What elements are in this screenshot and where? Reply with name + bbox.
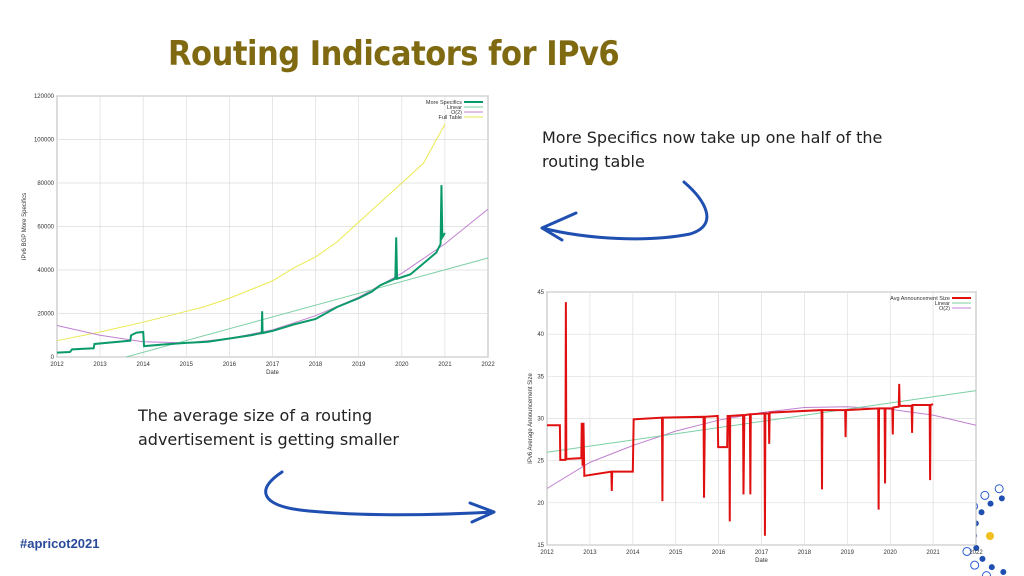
x-tick-label: 2014 bbox=[137, 362, 151, 368]
chart-2: 2012 2013 2014 2015 2016 2017 2018 2019 2020 2021… bbox=[528, 290, 983, 564]
x-axis-label: Date bbox=[755, 558, 768, 564]
legend-label: O(2) bbox=[451, 110, 462, 116]
x-tick-label: 2015 bbox=[180, 362, 194, 368]
y-tick-label: 15 bbox=[537, 543, 544, 549]
y-tick-label: 60000 bbox=[37, 225, 54, 231]
slide-title: Routing Indicators for IPv6 bbox=[168, 34, 620, 74]
series-line-o-2- bbox=[546, 406, 977, 489]
x-tick-label: 2018 bbox=[798, 550, 812, 556]
y-tick-label: 0 bbox=[51, 355, 55, 361]
y-tick-label: 30 bbox=[537, 417, 544, 423]
x-tick-label: 2014 bbox=[626, 550, 640, 556]
curved-arrow-icon bbox=[540, 180, 709, 242]
legend-label: Full Table bbox=[439, 115, 462, 121]
series-line-linear bbox=[546, 390, 977, 453]
y-tick-label: 40000 bbox=[37, 268, 54, 274]
note-line: routing table bbox=[542, 152, 645, 171]
series-line-full-table bbox=[56, 124, 446, 342]
hashtag: #apricot2021 bbox=[20, 536, 100, 551]
x-tick-label: 2013 bbox=[93, 362, 107, 368]
note-line: advertisement is getting smaller bbox=[138, 430, 399, 449]
series-line-more-specifics bbox=[56, 185, 446, 354]
x-tick-label: 2017 bbox=[266, 362, 280, 368]
legend-label: More Specifics bbox=[426, 100, 462, 106]
legend-label: O(2) bbox=[939, 306, 950, 312]
x-tick-label: 2022 bbox=[969, 550, 983, 556]
y-axis-label: IPv6 Average Announcement Size bbox=[528, 373, 534, 464]
series-line-avg-announcement-size bbox=[547, 302, 934, 536]
x-axis-label: Date bbox=[266, 370, 279, 376]
x-tick-label: 2020 bbox=[395, 362, 409, 368]
y-tick-label: 20000 bbox=[37, 312, 54, 318]
note-more-specifics: More Specifics now take up one half of t… bbox=[542, 126, 882, 174]
y-tick-label: 20 bbox=[537, 501, 544, 507]
series-line-o-2- bbox=[56, 208, 489, 344]
x-tick-label: 2019 bbox=[841, 550, 855, 556]
note-line: More Specifics now take up one half of t… bbox=[542, 128, 883, 147]
legend-label: Linear bbox=[447, 105, 462, 111]
y-tick-label: 45 bbox=[537, 290, 544, 296]
series-line-linear bbox=[125, 257, 489, 358]
x-tick-label: 2012 bbox=[50, 362, 64, 368]
x-tick-label: 2016 bbox=[223, 362, 237, 368]
x-tick-label: 2013 bbox=[583, 550, 597, 556]
legend-label: Linear bbox=[935, 301, 950, 307]
x-tick-label: 2020 bbox=[884, 550, 898, 556]
x-tick-label: 2015 bbox=[669, 550, 683, 556]
y-tick-label: 40 bbox=[537, 332, 544, 338]
note-line: The average size of a routing bbox=[138, 406, 373, 425]
x-tick-label: 2017 bbox=[755, 550, 769, 556]
note-avg-size: The average size of a routing advertisem… bbox=[138, 404, 399, 452]
y-tick-label: 100000 bbox=[34, 138, 55, 144]
x-tick-label: 2022 bbox=[481, 362, 495, 368]
y-tick-label: 25 bbox=[537, 459, 544, 465]
legend-label: Avg Announcement Size bbox=[890, 296, 950, 302]
chart-1: 2012 2013 2014 2015 2016 2017 2018 2019 2020 2021… bbox=[22, 94, 495, 376]
x-tick-label: 2021 bbox=[926, 550, 940, 556]
y-tick-label: 35 bbox=[537, 374, 544, 380]
x-tick-label: 2012 bbox=[540, 550, 554, 556]
y-axis-label: IPv6 BGP More Specifics bbox=[22, 193, 28, 260]
x-tick-label: 2021 bbox=[438, 362, 452, 368]
y-tick-label: 120000 bbox=[34, 94, 55, 100]
x-tick-label: 2019 bbox=[352, 362, 366, 368]
y-tick-label: 80000 bbox=[37, 181, 54, 187]
x-tick-label: 2018 bbox=[309, 362, 323, 368]
curved-arrow-icon bbox=[264, 470, 496, 524]
x-tick-label: 2016 bbox=[712, 550, 726, 556]
